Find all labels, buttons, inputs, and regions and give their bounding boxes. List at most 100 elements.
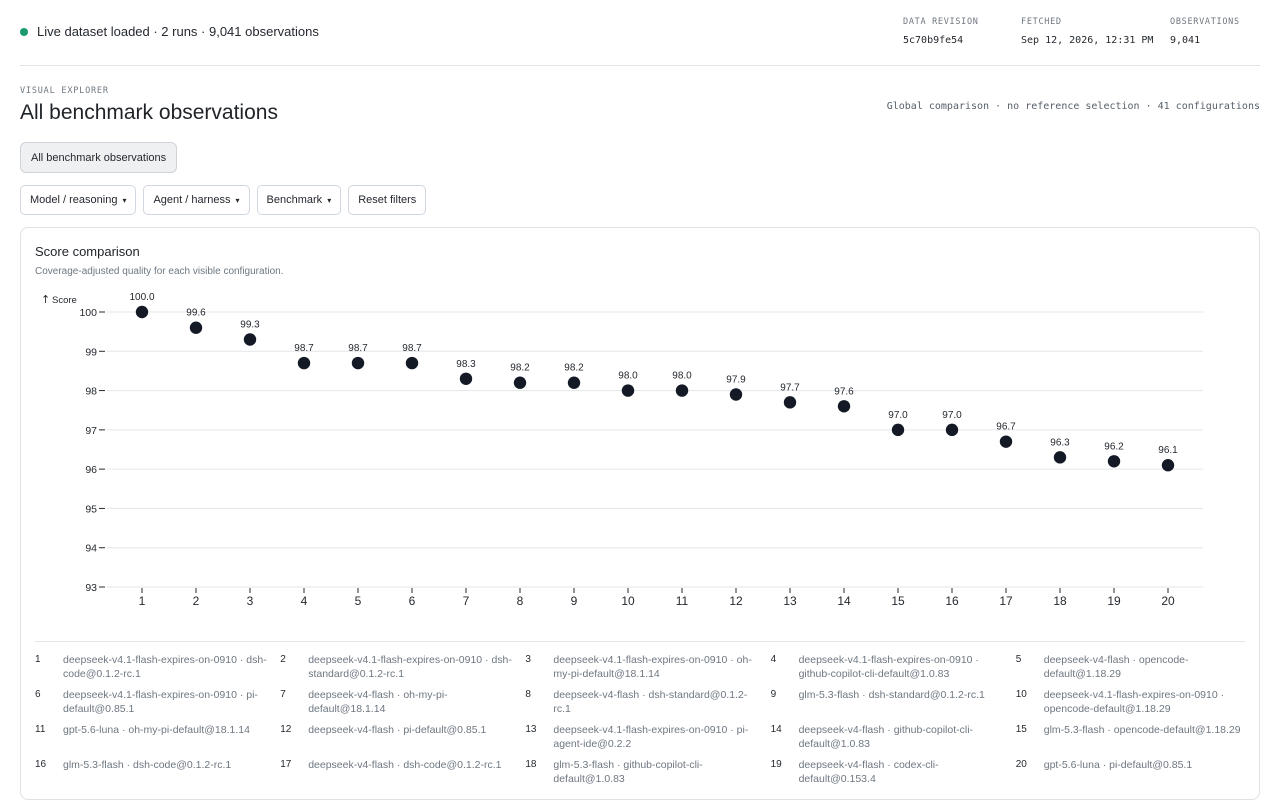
data-label: 96.7: [996, 422, 1016, 433]
dataset-status: Live dataset loaded · 2 runs · 9,041 obs…: [20, 24, 319, 39]
x-tick-label: 13: [783, 594, 797, 608]
legend-number: 1: [35, 654, 41, 665]
legend-number: 7: [280, 689, 286, 700]
score-scatter-chart: ↑ Score939495969798991001100.0299.6399.34…: [41, 292, 1203, 608]
data-point: [783, 396, 797, 409]
data-label: 99.3: [240, 320, 260, 331]
data-label: 98.2: [564, 363, 584, 374]
legend-number: 15: [1015, 724, 1027, 735]
data-label: 98.0: [618, 371, 638, 382]
configuration-legend: 1 deepseek-v4.1-flash-expires-on-0910 · d…: [35, 641, 1245, 786]
legend-label: deepseek-v4-flash · dsh-standard@0.1.2-r…: [553, 689, 748, 715]
data-point: [405, 356, 419, 370]
legend-item: 4 deepseek-v4.1-flash-expires-on-0910 · g…: [771, 653, 1016, 681]
legend-label: glm-5.3-flash · dsh-standard@0.1.2-rc.1: [798, 689, 985, 701]
x-tick-label: 18: [1053, 594, 1067, 608]
legend-number: 16: [35, 759, 47, 770]
data-label: 100.0: [129, 292, 154, 303]
legend-number: 11: [35, 724, 46, 735]
legend-number: 14: [770, 724, 782, 735]
card-subtitle: Coverage-adjusted quality for each visib…: [35, 266, 284, 277]
legend-label: deepseek-v4-flash · pi-default@0.85.1: [308, 724, 487, 736]
data-point: [351, 356, 365, 370]
data-label: 97.7: [780, 382, 800, 393]
data-label: 97.0: [942, 410, 962, 421]
data-point: [189, 321, 203, 334]
model-reasoning-filter-button[interactable]: Model / reasoning ▾: [20, 185, 137, 215]
legend-item: 12 deepseek-v4-flash · pi-default@0.85.1: [280, 723, 525, 751]
legend-label: deepseek-v4.1-flash-expires-on-0910 · pi…: [553, 724, 749, 750]
legend-item: 16 glm-5.3-flash · dsh-code@0.1.2-rc.1: [35, 758, 280, 786]
y-tick-label: 100: [79, 307, 97, 319]
legend-label: gpt-5.6-luna · pi-default@0.85.1: [1043, 759, 1193, 771]
data-point: [1053, 451, 1067, 464]
x-tick-label: 17: [999, 594, 1013, 608]
legend-number: 18: [525, 759, 537, 770]
data-point: [459, 372, 473, 385]
data-label: 98.7: [294, 343, 314, 354]
legend-label: glm-5.3-flash · github-copilot-cli-defau…: [553, 759, 703, 785]
meta-value: 5c70b9fe54: [903, 35, 964, 46]
meta-observations: OBSERVATIONS 9,041: [1170, 17, 1240, 46]
legend-number: 19: [770, 759, 782, 770]
meta-value: Sep 12, 2026, 12:31 PM: [1021, 35, 1154, 46]
meta-fetched: FETCHED Sep 12, 2026, 12:31 PM: [1021, 17, 1153, 46]
benchmark-filter-button[interactable]: Benchmark ▾: [256, 185, 342, 215]
page-title: All benchmark observations: [20, 101, 278, 124]
data-point: [837, 400, 851, 413]
legend-number: 4: [770, 654, 777, 665]
legend-label: deepseek-v4.1-flash-expires-on-0910 · pi…: [63, 689, 258, 715]
legend-label: deepseek-v4.1-flash-expires-on-0910 · gi…: [798, 654, 979, 680]
legend-item: 3 deepseek-v4.1-flash-expires-on-0910 · o…: [525, 653, 770, 681]
caret-down-icon: ▾: [327, 195, 332, 205]
x-tick-label: 8: [517, 594, 524, 608]
meta-data-revision: DATA REVISION 5c70b9fe54: [903, 17, 979, 46]
x-tick-label: 10: [621, 594, 635, 608]
scope-note: Global comparison · no reference selecti…: [886, 101, 1260, 112]
y-tick-label: 96: [85, 464, 97, 476]
legend-item: 18 glm-5.3-flash · github-copilot-cli-def…: [525, 758, 770, 786]
x-tick-label: 6: [409, 594, 416, 608]
legend-number: 5: [1015, 654, 1022, 665]
legend-label: gpt-5.6-luna · oh-my-pi-default@18.1.14: [63, 724, 250, 736]
legend-label: deepseek-v4.1-flash-expires-on-0910 · op…: [1043, 689, 1225, 715]
legend-item: 5 deepseek-v4-flash · opencode-default@1.…: [1016, 653, 1261, 681]
data-point: [1107, 455, 1121, 468]
data-label: 97.6: [834, 386, 854, 397]
data-point: [729, 388, 743, 401]
data-label: 97.0: [888, 410, 908, 421]
meta-label: DATA REVISION: [903, 17, 979, 27]
legend-number: 12: [280, 724, 292, 735]
legend-number: 13: [525, 724, 537, 735]
data-point: [1161, 459, 1175, 472]
y-axis-label: Score: [52, 295, 77, 306]
x-tick-label: 15: [891, 594, 905, 608]
data-label: 99.6: [186, 308, 206, 319]
legend-number: 10: [1015, 689, 1027, 700]
x-tick-label: 20: [1161, 594, 1175, 608]
legend-number: 3: [525, 654, 531, 665]
legend-item: 15 glm-5.3-flash · opencode-default@1.18.…: [1016, 723, 1261, 751]
legend-label: deepseek-v4-flash · dsh-code@0.1.2-rc.1: [308, 759, 502, 771]
reset-filters-button[interactable]: Reset filters: [348, 185, 427, 215]
data-label: 96.3: [1050, 437, 1070, 448]
data-point: [891, 423, 905, 437]
x-tick-label: 7: [463, 594, 470, 608]
data-point: [945, 423, 959, 437]
data-label: 98.3: [456, 359, 476, 370]
meta-value: 9,041: [1170, 35, 1201, 46]
selection-chip[interactable]: All benchmark observations: [20, 142, 178, 173]
dataset-status-text: Live dataset loaded · 2 runs · 9,041 obs…: [37, 24, 319, 39]
data-label: 96.2: [1104, 441, 1124, 452]
x-tick-label: 1: [139, 594, 146, 608]
y-tick-label: 99: [85, 346, 97, 358]
meta-label: OBSERVATIONS: [1170, 17, 1240, 27]
agent-harness-filter-button[interactable]: Agent / harness ▾: [143, 185, 250, 215]
legend-item: 11 gpt-5.6-luna · oh-my-pi-default@18.1.1…: [35, 723, 280, 751]
filter-label: Model / reasoning: [30, 194, 118, 206]
y-tick-label: 97: [85, 425, 97, 437]
y-tick-label: 93: [85, 582, 97, 594]
caret-down-icon: ▾: [122, 195, 127, 205]
legend-label: deepseek-v4.1-flash-expires-on-0910 · ds…: [308, 654, 512, 680]
legend-item: 1 deepseek-v4.1-flash-expires-on-0910 · d…: [35, 653, 280, 681]
